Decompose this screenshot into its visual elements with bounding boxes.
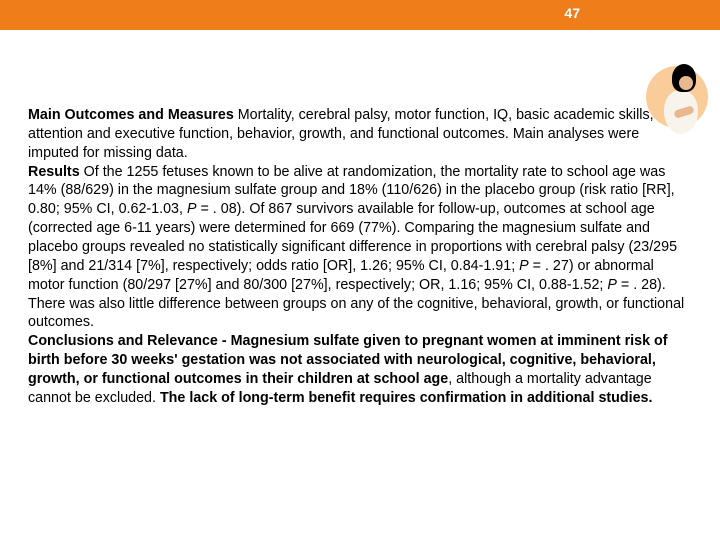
- header-bar: 47: [0, 0, 720, 30]
- body-text: Main Outcomes and Measures Mortality, ce…: [28, 106, 692, 408]
- italic-text-run: P: [607, 277, 617, 293]
- bold-text-run: The lack of long-term benefit requires c…: [160, 390, 653, 406]
- italic-text-run: P: [519, 258, 529, 274]
- italic-text-run: P: [187, 201, 197, 217]
- bold-text-run: Results: [28, 164, 80, 180]
- bold-text-run: Main Outcomes and Measures: [28, 107, 234, 123]
- page-number: 47: [564, 5, 580, 21]
- illustration-face: [679, 76, 693, 90]
